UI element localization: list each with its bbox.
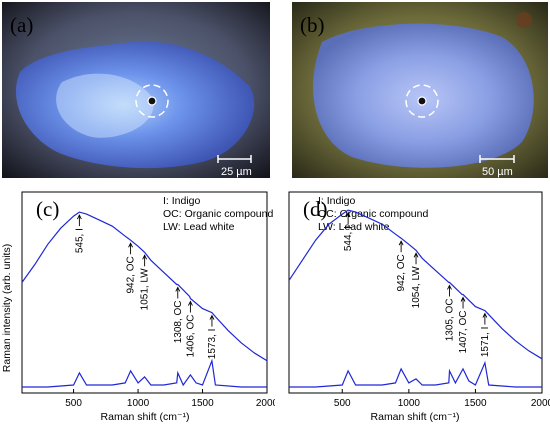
- y-axis-label: Raman intensity (arb. units): [1, 244, 13, 372]
- raman-spectrum-chart-c: Raman intensity (arb. units) (c) I: Indi…: [1, 191, 275, 423]
- legend-entry: OC: Organic compound: [318, 208, 428, 220]
- micrograph-a-image: (a) 25 µm: [2, 2, 270, 178]
- series-lines: [288, 209, 543, 388]
- x-axis-label: Raman shift (cm⁻¹): [371, 411, 460, 423]
- x-tick-label: 1000: [127, 398, 150, 409]
- legend-entry: I: Indigo: [163, 195, 201, 207]
- peak-label: 544, I: [343, 226, 354, 251]
- peak-label: 942, OC: [126, 256, 137, 293]
- x-tick-label: 1500: [464, 398, 487, 409]
- raw-spectrum-line: [288, 209, 543, 360]
- peak-label: 1571, I: [480, 327, 491, 358]
- peak-annotations: 544, I 942, OC 1054, LW 1305, OC 1407, OC 157…: [343, 212, 491, 358]
- x-axis-label: Raman shift (cm⁻¹): [101, 411, 190, 423]
- x-ticks: 500 1000 1500 2000: [65, 389, 275, 409]
- measurement-circle: [135, 84, 169, 118]
- peak-label: 1054, LW: [411, 266, 422, 309]
- scale-bar-label: 25 µm: [221, 166, 252, 178]
- baseline-corrected-spectrum-line: [22, 358, 267, 388]
- peak-label: 1573, I: [207, 329, 218, 360]
- scale-bar-label: 50 µm: [482, 166, 513, 178]
- peak-label: 1407, OC: [458, 311, 469, 354]
- x-tick-label: 2000: [531, 398, 550, 409]
- x-tick-label: 500: [334, 398, 351, 409]
- peak-label: 545, I: [74, 228, 85, 253]
- x-ticks: 500 1000 1500 2000: [334, 389, 550, 409]
- legend-entry: LW: Lead white: [163, 221, 235, 233]
- legend-entry: OC: Organic compound: [163, 208, 273, 220]
- x-tick-label: 2000: [256, 398, 275, 409]
- baseline-corrected-spectrum-line: [289, 360, 542, 388]
- raw-spectrum-line: [21, 211, 268, 362]
- plot-frame: [288, 191, 543, 394]
- panel-label: (c): [36, 197, 59, 221]
- peak-label: 1305, OC: [444, 298, 455, 341]
- x-tick-label: 1000: [398, 398, 421, 409]
- x-tick-label: 500: [65, 398, 82, 409]
- x-tick-label: 1500: [191, 398, 214, 409]
- measurement-circle: [405, 84, 439, 118]
- micrograph-b-image: (b) 50 µm: [292, 2, 548, 178]
- micrograph-b: (b) 50 µm: [292, 2, 548, 178]
- legend-entry: LW: Lead white: [318, 221, 390, 233]
- panel-label: (d): [303, 197, 328, 221]
- peak-label: 1406, OC: [185, 315, 196, 358]
- peak-label: 1051, LW: [140, 268, 151, 311]
- peak-annotations: 545, I 942, OC 1051, LW 1308, OC 1406, OC 157…: [74, 214, 218, 360]
- peak-label: 942, OC: [396, 254, 407, 291]
- peak-label: 1308, OC: [173, 300, 184, 343]
- plot-frame: [21, 191, 268, 394]
- panel-label: (a): [10, 13, 33, 37]
- panel-label: (b): [300, 13, 325, 37]
- legend-entry: I: Indigo: [318, 195, 356, 207]
- micrograph-a: (a) 25 µm: [2, 2, 270, 178]
- series-lines: [21, 211, 268, 388]
